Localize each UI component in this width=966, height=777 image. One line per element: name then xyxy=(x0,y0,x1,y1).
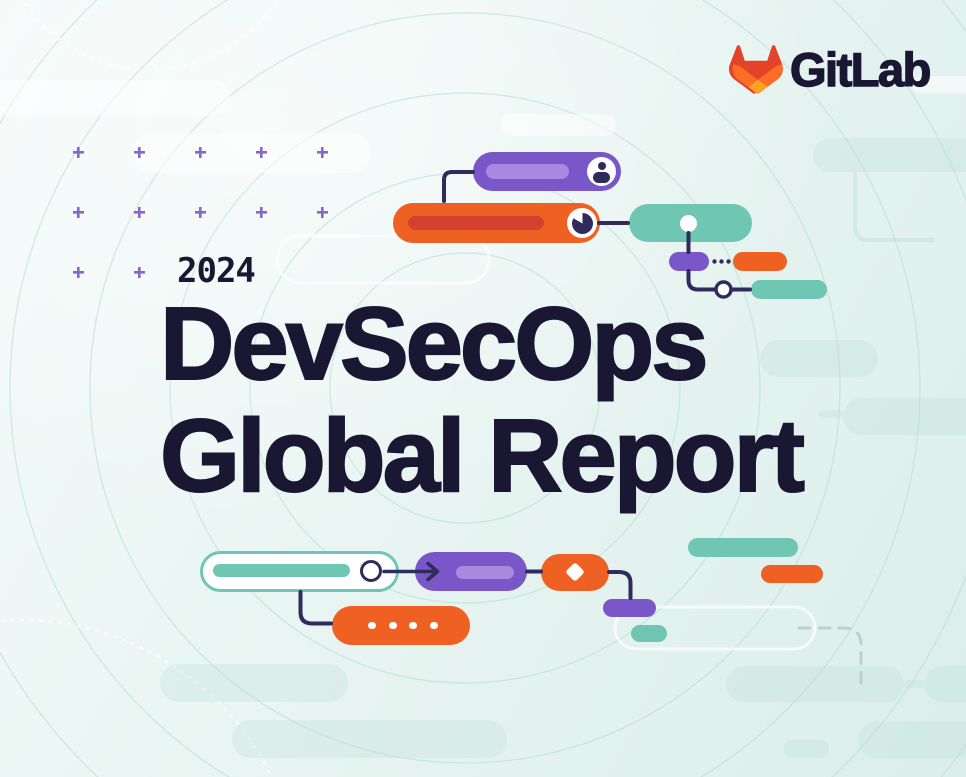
mini-pill-orange-2 xyxy=(761,565,823,583)
plus-icon xyxy=(134,207,145,218)
plus-icon xyxy=(134,147,145,158)
plus-row xyxy=(73,147,328,158)
dashed-connector xyxy=(797,626,863,694)
mini-pill-teal xyxy=(751,280,827,299)
mini-pill-teal-3 xyxy=(688,538,798,557)
diamond-icon xyxy=(565,562,585,582)
plus-icon xyxy=(73,207,84,218)
plus-row xyxy=(73,267,328,278)
plus-icon xyxy=(134,267,145,278)
plus-icon xyxy=(73,267,84,278)
progress-bar xyxy=(456,566,514,579)
plus-icon xyxy=(317,147,328,158)
pipeline-pill-purple xyxy=(473,152,621,191)
dotted-arc-top-left xyxy=(21,0,279,72)
progress-bar xyxy=(408,216,544,230)
progress-bar xyxy=(486,164,569,179)
mini-pill-orange xyxy=(733,252,787,271)
pipeline-pill-teal xyxy=(629,204,752,242)
mini-pill-purple-2 xyxy=(603,599,656,617)
report-year: 2024 xyxy=(177,251,256,291)
plus-grid xyxy=(73,147,328,327)
plus-icon xyxy=(317,207,328,218)
pipeline-pill-purple-2 xyxy=(415,552,527,591)
progress-bar xyxy=(213,564,350,577)
plus-icon xyxy=(195,147,206,158)
plus-icon xyxy=(256,207,267,218)
plus-row xyxy=(73,207,328,218)
mini-pill-teal-2 xyxy=(631,625,667,642)
plus-icon xyxy=(195,207,206,218)
plus-icon xyxy=(256,147,267,158)
gitlab-logo: GitLab xyxy=(729,42,932,97)
mini-pill-purple xyxy=(669,252,709,271)
ellipsis-dots-icon xyxy=(368,621,376,629)
pipeline-pill-dots xyxy=(332,606,470,645)
report-title: DevSecOps Global Report xyxy=(159,286,806,513)
plus-icon xyxy=(73,147,84,158)
milestone-dot-icon xyxy=(680,215,697,232)
time-pie-icon xyxy=(567,208,597,238)
report-title-line1: DevSecOps xyxy=(159,286,710,401)
report-title-line2: Global Report xyxy=(159,398,806,513)
brand-wordmark: GitLab xyxy=(789,42,932,96)
dotted-arc-bottom-left xyxy=(0,618,273,777)
pipeline-node-icon xyxy=(360,560,382,582)
pipeline-pill-white xyxy=(200,551,399,592)
user-avatar-icon xyxy=(587,157,616,186)
gitlab-tanuki-icon xyxy=(729,45,783,94)
pipeline-pill-orange xyxy=(393,203,600,243)
pipeline-pill-diamond xyxy=(541,554,609,591)
